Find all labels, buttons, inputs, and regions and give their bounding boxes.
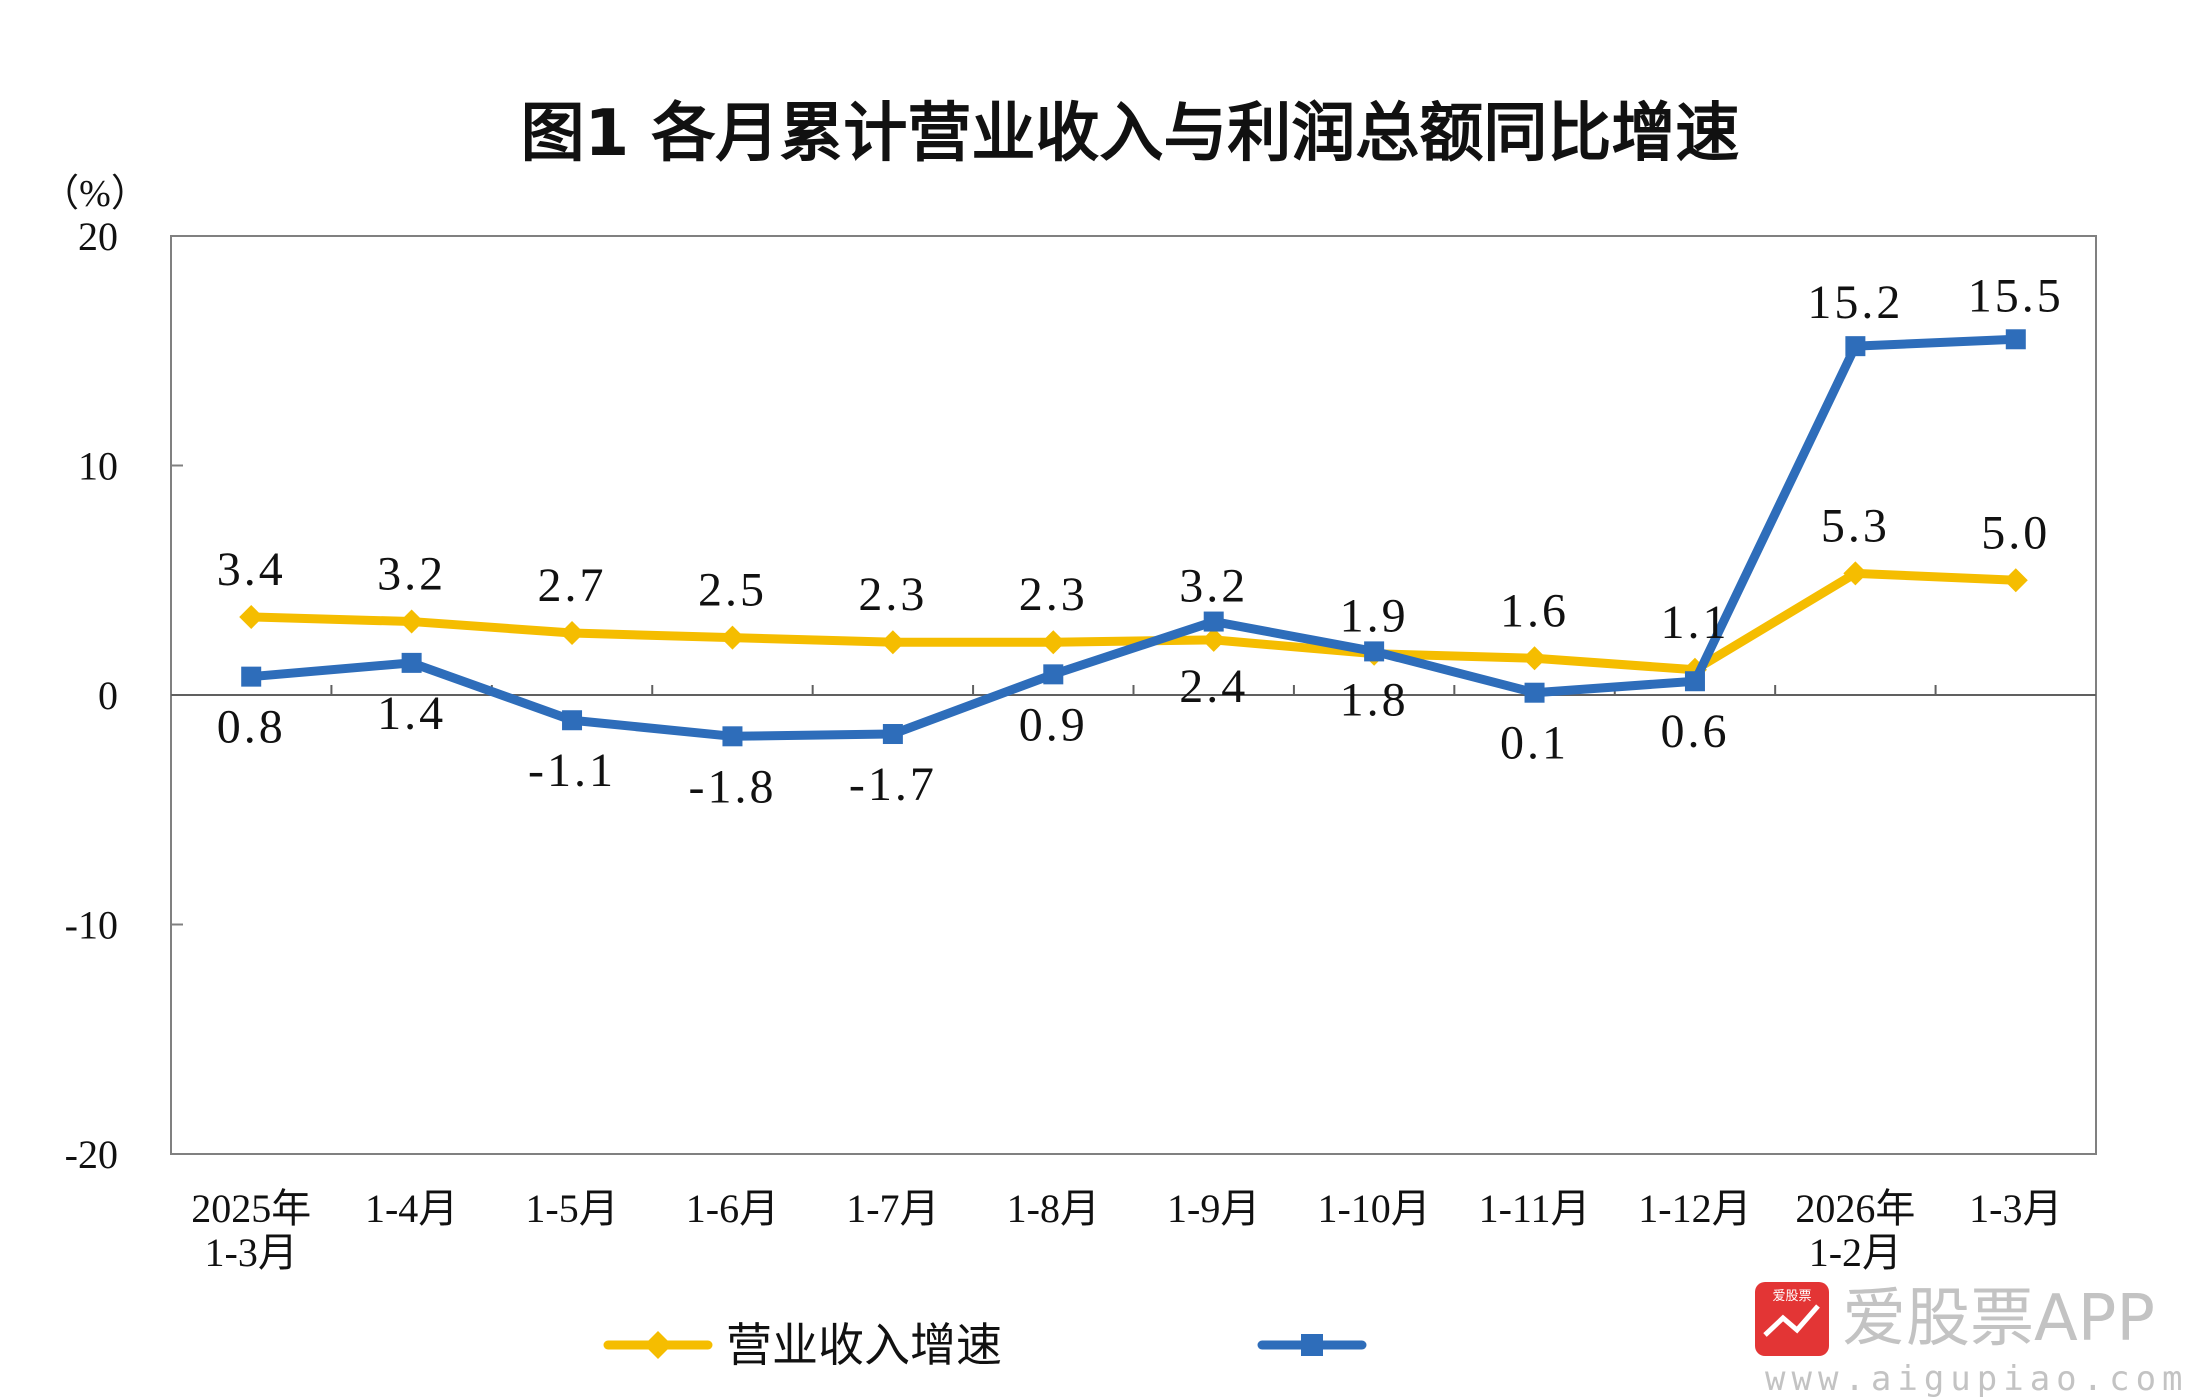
data-label-profit: 1.4 xyxy=(377,687,446,740)
data-label-revenue: 2.4 xyxy=(1179,660,1248,713)
y-tick-label: 20 xyxy=(78,214,118,259)
y-tick-label: -20 xyxy=(65,1132,118,1177)
data-point-diamond xyxy=(239,604,264,629)
series-line-1 xyxy=(250,334,2016,741)
legend-item-revenue: 营业收入增速 xyxy=(603,1318,1002,1372)
legend-square-marker xyxy=(1301,1334,1323,1356)
data-point-square xyxy=(1043,664,1064,685)
y-tick-label: 10 xyxy=(78,444,118,489)
x-tick-label: 1-5月 xyxy=(525,1186,618,1231)
data-point-square xyxy=(241,666,262,687)
data-point-square xyxy=(1845,336,1866,357)
x-tick-label: 1-6月 xyxy=(686,1186,779,1231)
data-point-square xyxy=(1524,682,1545,703)
legend: 营业收入增速 xyxy=(603,1318,1367,1372)
legend-label-revenue: 营业收入增速 xyxy=(726,1318,1002,1372)
data-label-revenue: 1.1 xyxy=(1660,596,1729,649)
x-tick-label: 1-3月 xyxy=(205,1230,298,1275)
x-tick-label: 1-8月 xyxy=(1007,1186,1100,1231)
data-label-revenue: 2.5 xyxy=(698,564,767,617)
watermark-logo-icon: 爱股票 xyxy=(1755,1282,1829,1356)
x-tick-label: 2025年 xyxy=(191,1186,311,1231)
data-label-profit: 0.9 xyxy=(1019,698,1088,751)
data-point-diamond xyxy=(399,609,424,634)
x-tick-label: 1-4月 xyxy=(365,1186,458,1231)
data-label-revenue: 1.8 xyxy=(1340,674,1409,727)
data-point-diamond xyxy=(720,625,745,650)
x-tick-label: 1-9月 xyxy=(1167,1186,1260,1231)
data-label-revenue: 1.6 xyxy=(1500,584,1569,637)
data-point-square xyxy=(1364,641,1385,662)
legend-item-profit xyxy=(1257,1334,1367,1356)
data-label-revenue: 2.3 xyxy=(858,568,927,621)
legend-diamond-marker xyxy=(644,1331,672,1359)
data-label-revenue: 5.0 xyxy=(1981,506,2050,559)
y-tick-label: 0 xyxy=(98,673,118,718)
data-point-diamond xyxy=(1041,630,1066,655)
data-point-square xyxy=(1203,611,1224,632)
series-lines xyxy=(239,329,2028,747)
data-point-diamond xyxy=(1843,561,1868,586)
data-label-profit: 15.5 xyxy=(1968,269,2064,322)
x-tick-label: 1-7月 xyxy=(846,1186,939,1231)
data-label-revenue: 2.3 xyxy=(1019,568,1088,621)
x-tick-label: 1-2月 xyxy=(1809,1230,1902,1275)
x-tick-label: 2026年 xyxy=(1795,1186,1915,1231)
data-point-diamond xyxy=(1201,627,1226,652)
data-label-profit: 0.8 xyxy=(217,701,286,754)
watermark-logo-text: 爱股票 xyxy=(1772,1289,1811,1304)
watermark: 爱股票 爱股票APP www.aigupiao.com xyxy=(1755,1282,2189,1397)
data-point-diamond xyxy=(2003,568,2028,593)
data-point-diamond xyxy=(880,630,905,655)
data-label-profit: 15.2 xyxy=(1807,276,1903,329)
data-point-square xyxy=(401,652,422,673)
y-tick-label: -10 xyxy=(65,903,118,948)
data-label-profit: -1.7 xyxy=(849,758,937,811)
data-point-square xyxy=(2005,329,2026,350)
data-label-revenue: 3.4 xyxy=(217,543,286,596)
data-label-profit: -1.8 xyxy=(688,760,776,813)
data-label-revenue: 2.7 xyxy=(538,559,607,612)
watermark-brand: 爱股票APP xyxy=(1842,1282,2155,1356)
data-label-profit: 1.9 xyxy=(1340,589,1409,642)
data-point-square xyxy=(882,724,903,745)
data-label-revenue: 3.2 xyxy=(377,548,446,601)
data-labels: 3.4 0.8 3.2 1.4 2.7 -1.1 2.5 -1.8 2.3 -1.7 2.3 0.9 2… xyxy=(217,269,2064,813)
x-tick-label: 1-11月 xyxy=(1479,1186,1591,1231)
series-line-0 xyxy=(251,568,2016,675)
x-tick-label: 1-12月 xyxy=(1638,1186,1751,1231)
y-axis-unit: （%） xyxy=(41,173,149,215)
y-axis-ticks: 20 10 0 -10 -20 xyxy=(65,214,183,1177)
data-label-revenue: 5.3 xyxy=(1821,499,1890,552)
data-label-profit: -1.1 xyxy=(528,744,616,797)
data-point-square xyxy=(722,726,743,747)
data-point-diamond xyxy=(1522,646,1547,671)
x-tick-label: 1-10月 xyxy=(1317,1186,1430,1231)
watermark-url: www.aigupiao.com xyxy=(1765,1359,2189,1397)
data-point-diamond xyxy=(560,621,585,646)
data-point-square xyxy=(1684,671,1705,692)
chart-title: 图1 各月累计营业收入与利润总额同比增速 xyxy=(521,97,1740,171)
data-label-profit: 0.1 xyxy=(1500,717,1569,770)
data-label-profit: 3.2 xyxy=(1179,560,1248,613)
data-label-profit: 0.6 xyxy=(1660,705,1729,758)
data-point-square xyxy=(562,710,583,731)
x-tick-label: 1-3月 xyxy=(1969,1186,2062,1231)
